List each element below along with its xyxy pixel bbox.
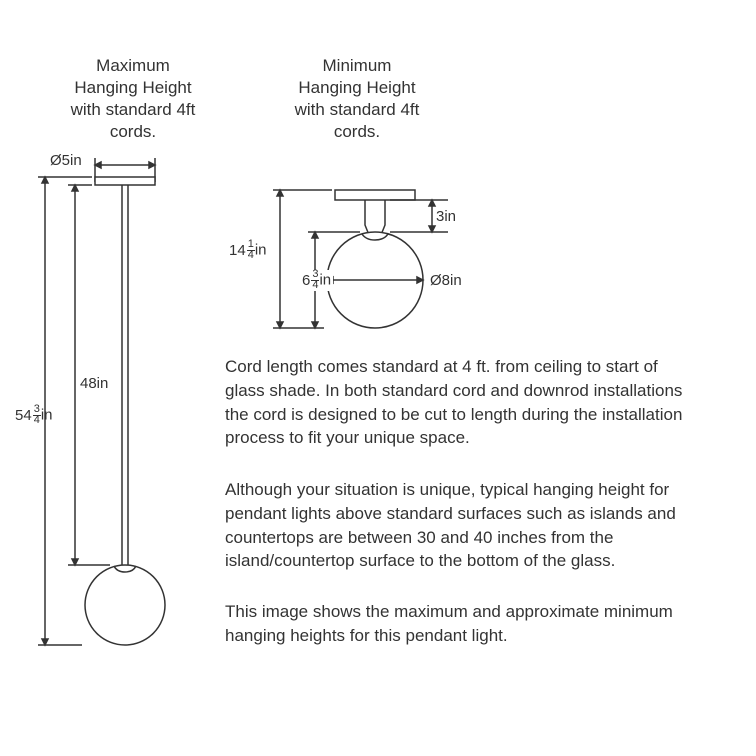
paragraph-2: Although your situation is unique, typic… bbox=[225, 478, 695, 573]
glass-diameter-label: Ø8in bbox=[430, 272, 462, 289]
min-glass-label: 634in bbox=[300, 270, 333, 291]
paragraph-3: This image shows the maximum and approxi… bbox=[225, 600, 695, 648]
min-total-label: 1414in bbox=[229, 240, 267, 261]
total-height-label: 5434in bbox=[15, 405, 53, 426]
cord-length-label: 48in bbox=[80, 375, 108, 392]
paragraph-1: Cord length comes standard at 4 ft. from… bbox=[225, 355, 695, 450]
min-pendant-drawing bbox=[0, 0, 520, 360]
min-cord-label: 3in bbox=[436, 208, 456, 225]
